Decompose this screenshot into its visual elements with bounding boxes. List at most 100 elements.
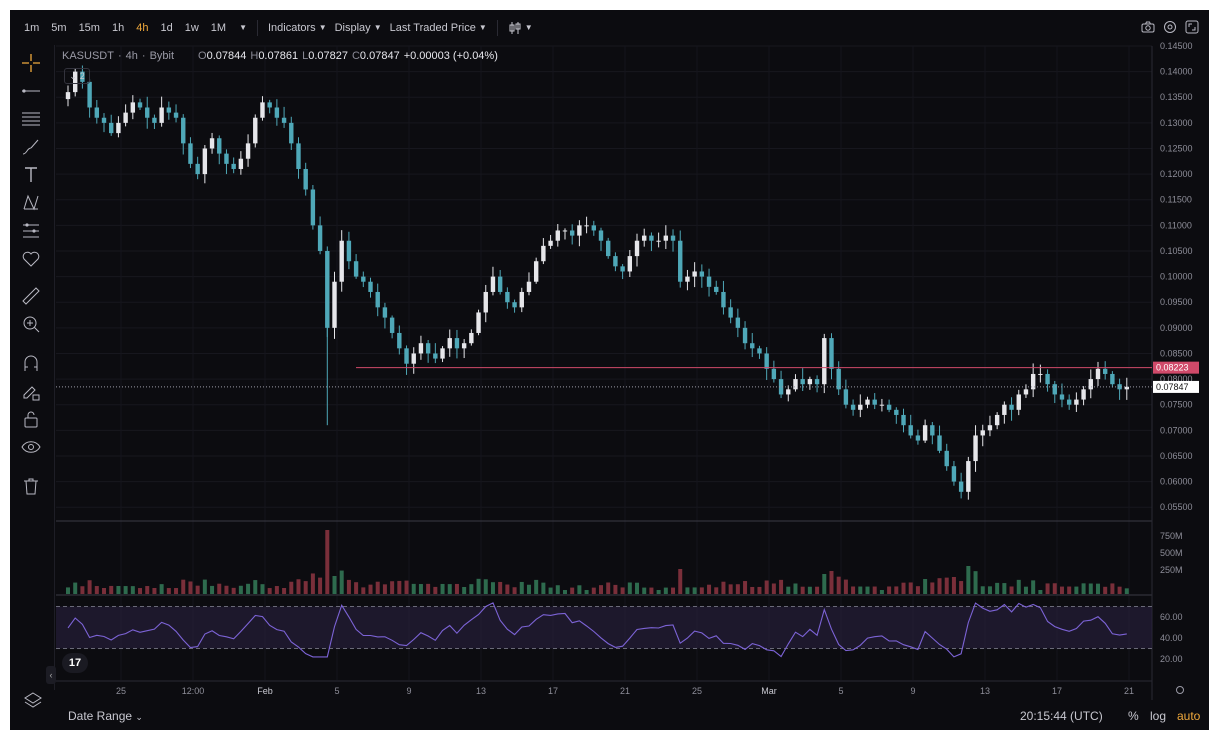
collapse-indicators-button[interactable]: ⌄ 2 (64, 68, 90, 84)
candle-body (843, 389, 849, 405)
ruler-icon[interactable] (20, 285, 42, 307)
top-right-actions (1141, 20, 1199, 34)
volume-bar (937, 578, 942, 594)
time-tick-label: Feb (257, 686, 273, 696)
volume-bar (750, 586, 755, 594)
chevron-down-icon: ▼ (478, 23, 487, 32)
price-chart[interactable]: 0.14500 0.14000 0.13500 0.13000 0.12500 0.120… (10, 10, 1209, 704)
volume-bar (872, 586, 877, 594)
fullscreen-icon[interactable] (1185, 20, 1199, 34)
candle-body (238, 158, 244, 169)
utc-clock[interactable]: 20:15:44 (UTC) (1020, 709, 1103, 723)
log-scale-toggle[interactable]: log (1150, 709, 1167, 723)
candle-body (123, 112, 128, 123)
volume-bar (699, 587, 704, 594)
open-label: O (198, 50, 207, 62)
timeframe-1m[interactable]: 1m (24, 21, 40, 34)
volume-bar (66, 587, 70, 594)
indicators-menu[interactable]: Indicators ▼ (268, 22, 327, 34)
candle-body (231, 163, 236, 169)
candle-body (1088, 379, 1093, 390)
time-tick-label: 25 (692, 686, 702, 696)
crosshair-icon[interactable] (20, 52, 42, 74)
candle-body (858, 404, 863, 410)
volume-bar (375, 581, 380, 594)
volume-bar (1103, 586, 1108, 594)
volume-bar (642, 587, 647, 594)
volume-bar (923, 579, 928, 594)
candle-body (865, 399, 870, 405)
volume-bar (368, 584, 373, 594)
volume-bar (858, 586, 863, 594)
volume-bar (282, 588, 287, 594)
date-range-menu[interactable]: Date Range ⌄ (68, 709, 143, 723)
volume-bar (1031, 580, 1036, 594)
price-tick-label: 0.10500 (1160, 246, 1193, 256)
alert-price-label: 0.08223 (1156, 363, 1189, 373)
pattern-icon[interactable] (20, 192, 42, 214)
indicators-label: Indicators (267, 21, 316, 34)
candle-body (951, 466, 957, 482)
fib-icon[interactable] (20, 108, 42, 130)
volume-tick-label: 750M (1160, 531, 1183, 541)
heart-icon[interactable] (20, 248, 42, 270)
candle-body (202, 148, 208, 175)
collapse-sidebar-button[interactable]: ‹ (46, 666, 56, 684)
candle-body (217, 138, 222, 154)
volume-bar (959, 581, 964, 594)
volume-bar (224, 585, 229, 594)
text-icon[interactable] (20, 164, 42, 186)
candle-body (181, 117, 186, 144)
candle-body (253, 117, 258, 144)
volume-bar (1117, 586, 1122, 594)
candle-body (404, 348, 409, 364)
volume-bar (1009, 586, 1014, 594)
candle-body (901, 414, 906, 426)
candle-body (101, 117, 107, 123)
eye-icon[interactable] (20, 436, 42, 458)
candle-body (1030, 373, 1036, 390)
timeframe-15m[interactable]: 15m (78, 21, 100, 34)
candle-body (346, 240, 352, 262)
trash-icon[interactable] (20, 475, 42, 497)
percent-scale-toggle[interactable]: % (1128, 709, 1139, 723)
volume-bar (397, 580, 402, 594)
time-tick-label: 5 (334, 686, 339, 696)
candle-body (750, 343, 755, 349)
volume-bar (210, 585, 215, 594)
timeframe-dropdown[interactable]: ▼ (236, 23, 247, 32)
price-tick-label: 0.08000 (1160, 374, 1193, 384)
chart-type-menu[interactable]: ▼ (508, 21, 533, 35)
settings-icon[interactable] (1163, 20, 1177, 34)
candle-body (872, 399, 877, 405)
candle-body (433, 353, 438, 359)
candle-body (1124, 386, 1129, 390)
brush-icon[interactable] (20, 136, 42, 158)
lock-icon[interactable] (20, 408, 42, 430)
timeframe-1M[interactable]: 1M (210, 21, 227, 34)
candle-body (994, 414, 1000, 426)
timeframe-1w[interactable]: 1w (184, 21, 199, 34)
volume-bar (584, 590, 589, 594)
candle-body (425, 343, 431, 354)
forecast-icon[interactable] (20, 220, 42, 242)
camera-icon[interactable] (1141, 20, 1155, 34)
candle-body (706, 276, 712, 287)
lock-draw-icon[interactable] (20, 380, 42, 402)
auto-scale-toggle[interactable]: auto (1177, 709, 1201, 723)
timeframe-4h[interactable]: 4h (136, 21, 149, 34)
trend-line-icon[interactable] (20, 80, 42, 102)
zoom-in-icon[interactable] (20, 313, 42, 335)
display-menu[interactable]: Display ▼ (335, 22, 382, 34)
layers-icon[interactable] (22, 690, 44, 712)
magnet-icon[interactable] (20, 352, 42, 374)
candle-body (980, 430, 985, 436)
timeframe-5m[interactable]: 5m (51, 21, 67, 34)
candle-body (94, 107, 100, 118)
price-type-menu[interactable]: Last Traded Price ▼ (390, 22, 487, 34)
candle-body (771, 368, 777, 380)
timeframe-1d[interactable]: 1d (160, 21, 173, 34)
timeframe-1h[interactable]: 1h (111, 21, 125, 34)
candle-body (1052, 384, 1057, 395)
candle-body (786, 389, 791, 395)
